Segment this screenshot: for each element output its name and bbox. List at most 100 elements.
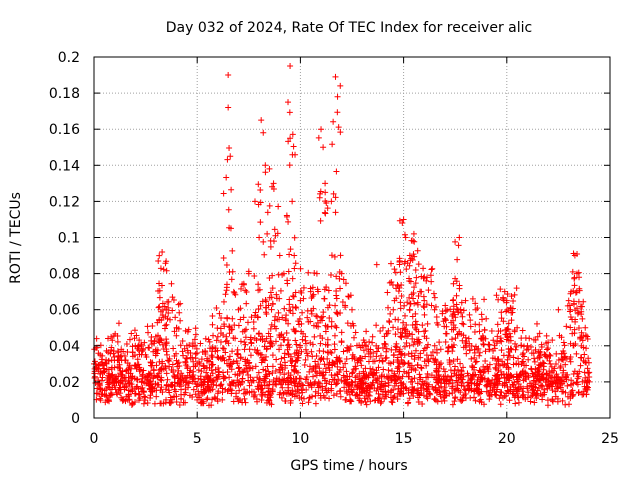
roti-point bbox=[469, 364, 476, 371]
roti-point bbox=[136, 337, 143, 344]
roti-point bbox=[574, 310, 581, 317]
roti-point bbox=[419, 322, 426, 329]
roti-point bbox=[208, 367, 215, 374]
roti-point bbox=[192, 391, 199, 398]
roti-point bbox=[534, 367, 541, 374]
roti-point bbox=[164, 299, 171, 306]
roti-point bbox=[289, 275, 296, 282]
roti-point bbox=[248, 314, 255, 321]
roti-point bbox=[331, 332, 338, 339]
roti-point bbox=[401, 231, 408, 238]
roti-point bbox=[171, 386, 178, 393]
roti-point bbox=[360, 337, 367, 344]
roti-point bbox=[403, 339, 410, 346]
roti-point bbox=[572, 316, 579, 323]
roti-point bbox=[129, 386, 136, 393]
roti-point bbox=[242, 334, 249, 341]
roti-point bbox=[234, 360, 241, 367]
roti-point bbox=[344, 373, 351, 380]
roti-point bbox=[279, 314, 286, 321]
roti-point bbox=[269, 369, 276, 376]
roti-point bbox=[527, 382, 534, 389]
roti-point bbox=[411, 253, 418, 260]
roti-point bbox=[579, 315, 586, 322]
roti-point bbox=[385, 382, 392, 389]
roti-point bbox=[415, 261, 422, 268]
roti-point bbox=[392, 343, 399, 350]
roti-point bbox=[312, 368, 319, 375]
roti-point bbox=[92, 358, 99, 365]
roti-point bbox=[476, 367, 483, 374]
roti-point bbox=[300, 395, 307, 402]
roti-point bbox=[340, 374, 347, 381]
roti-point bbox=[433, 314, 440, 321]
roti-point bbox=[276, 391, 283, 398]
roti-point bbox=[177, 342, 184, 349]
roti-point bbox=[416, 391, 423, 398]
roti-point bbox=[283, 377, 290, 384]
roti-point bbox=[554, 395, 561, 402]
roti-point bbox=[355, 381, 362, 388]
roti-point bbox=[176, 309, 183, 316]
roti-point bbox=[294, 383, 301, 390]
roti-point bbox=[325, 287, 332, 294]
y-tick-label: 0.12 bbox=[49, 194, 80, 210]
roti-point bbox=[270, 185, 277, 192]
roti-data-point bbox=[169, 294, 176, 301]
roti-point bbox=[553, 371, 560, 378]
roti-point bbox=[312, 358, 319, 365]
roti-point bbox=[244, 357, 251, 364]
roti-point bbox=[497, 327, 504, 334]
roti-point bbox=[112, 330, 119, 337]
roti-point bbox=[285, 341, 292, 348]
roti-point bbox=[335, 124, 342, 131]
roti-point bbox=[281, 336, 288, 343]
roti-point bbox=[150, 348, 157, 355]
roti-point bbox=[140, 388, 147, 395]
roti-point bbox=[285, 387, 292, 394]
roti-point bbox=[162, 386, 169, 393]
roti-point bbox=[529, 370, 536, 377]
roti-point bbox=[209, 321, 216, 328]
roti-point bbox=[219, 345, 226, 352]
roti-point bbox=[282, 365, 289, 372]
roti-point bbox=[311, 333, 318, 340]
roti-point bbox=[537, 362, 544, 369]
roti-point bbox=[513, 343, 520, 350]
roti-point bbox=[511, 291, 518, 298]
roti-point bbox=[482, 358, 489, 365]
roti-point bbox=[327, 348, 334, 355]
roti-point bbox=[455, 242, 462, 249]
roti-point bbox=[304, 307, 311, 314]
roti-point bbox=[272, 232, 279, 239]
roti-point bbox=[265, 385, 272, 392]
roti-point bbox=[558, 350, 565, 357]
roti-point bbox=[404, 299, 411, 306]
roti-point bbox=[328, 350, 335, 357]
roti-point bbox=[574, 381, 581, 388]
roti-point bbox=[209, 361, 216, 368]
roti-point bbox=[391, 382, 398, 389]
roti-point bbox=[449, 336, 456, 343]
roti-point bbox=[407, 378, 414, 385]
roti-point bbox=[429, 348, 436, 355]
roti-point bbox=[537, 376, 544, 383]
roti-point bbox=[388, 368, 395, 375]
roti-point bbox=[495, 296, 502, 303]
roti-point bbox=[255, 281, 262, 288]
roti-point bbox=[502, 331, 509, 338]
x-tick-label: 0 bbox=[90, 431, 99, 447]
roti-point bbox=[367, 353, 374, 360]
roti-data-point bbox=[565, 297, 572, 304]
roti-point bbox=[144, 374, 151, 381]
roti-point bbox=[261, 343, 268, 350]
roti-point bbox=[375, 364, 382, 371]
roti-point bbox=[363, 371, 370, 378]
roti-data-point bbox=[379, 324, 386, 331]
roti-point bbox=[228, 326, 235, 333]
roti-point bbox=[164, 376, 171, 383]
roti-point bbox=[315, 384, 322, 391]
roti-point bbox=[266, 378, 273, 385]
roti-point bbox=[557, 363, 564, 370]
